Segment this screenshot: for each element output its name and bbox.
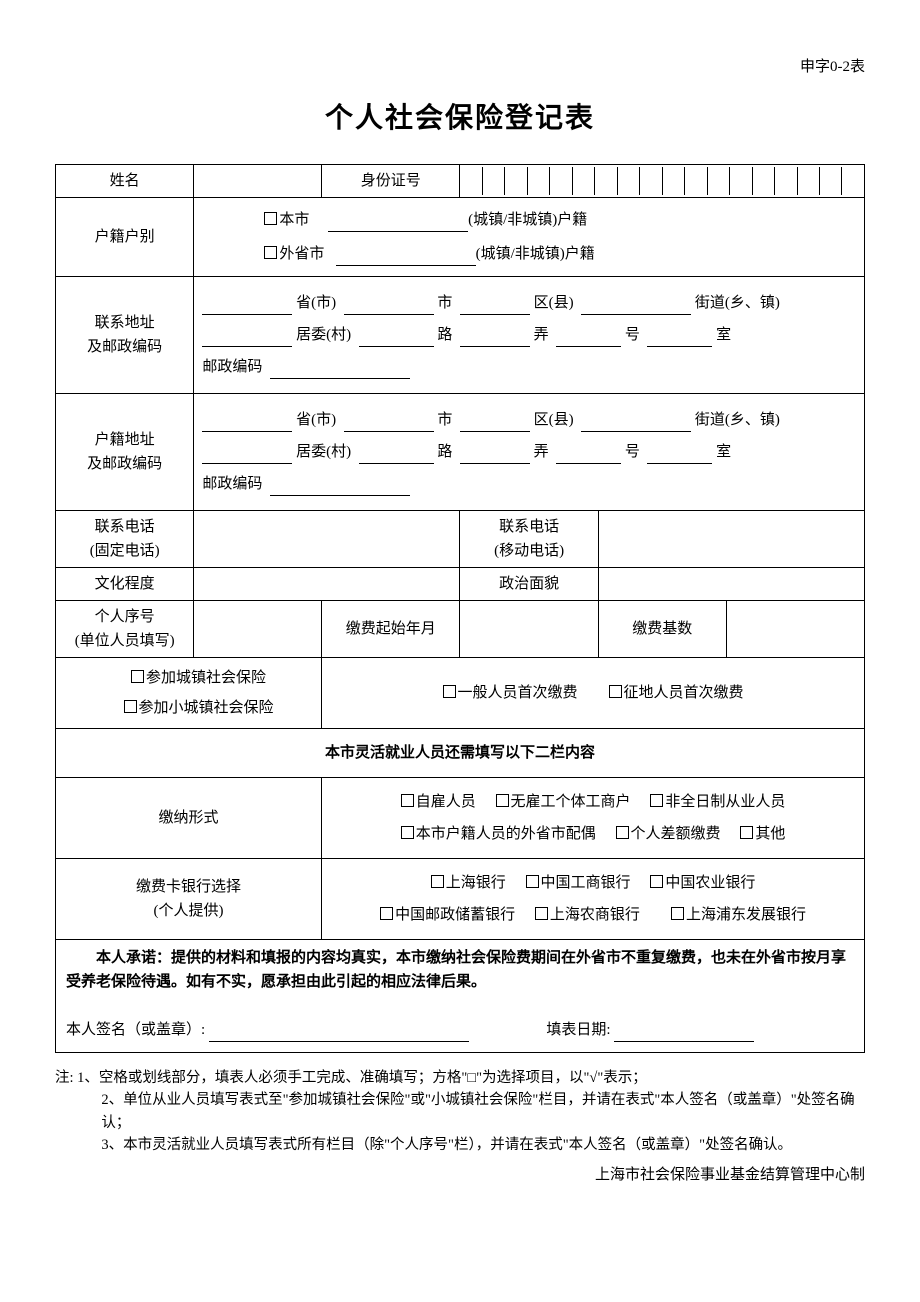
section-flexible: 本市灵活就业人员还需填写以下二栏内容	[56, 729, 865, 778]
hukou-suffix-2: (城镇/非城镇)户籍	[476, 246, 595, 262]
label-phone-mobile: 联系电话(移动电话)	[460, 511, 598, 568]
checkbox-local[interactable]	[264, 212, 277, 225]
label-contact-addr: 联系地址及邮政编码	[56, 277, 194, 394]
field-political[interactable]	[598, 568, 864, 601]
sign-label: 本人签名（或盖章）:	[66, 1022, 205, 1038]
promise-text: 本人承诺：提供的材料和填报的内容均真实，本市缴纳社会保险费期间在外省市不重复缴费…	[56, 940, 864, 998]
field-hukou-addr[interactable]: 省(市) 市 区(县) 街道(乡、镇) 居委(村) 路 弄 号 室 邮政编码	[194, 394, 865, 511]
label-political: 政治面貌	[460, 568, 598, 601]
field-personal-no[interactable]	[194, 601, 322, 658]
notes-block: 注: 1、空格或划线部分，填表人必须手工完成、准确填写；方格"□"为选择项目，以…	[55, 1067, 865, 1157]
field-insurance-type[interactable]: 参加城镇社会保险 参加小城镇社会保险	[56, 658, 322, 729]
signature-area[interactable]: 本人签名（或盖章）: 填表日期:	[56, 998, 864, 1052]
label-hukou-type: 户籍户别	[56, 198, 194, 277]
checkbox-bank-spdb[interactable]	[671, 907, 684, 920]
form-code: 申字0-2表	[55, 55, 865, 76]
label-education: 文化程度	[56, 568, 194, 601]
opt-local: 本市	[279, 212, 309, 228]
field-education[interactable]	[194, 568, 460, 601]
field-pay-base[interactable]	[726, 601, 864, 658]
label-bank-select: 缴费卡银行选择(个人提供)	[56, 859, 322, 940]
label-personal-no: 个人序号(单位人员填写)	[56, 601, 194, 658]
checkbox-urban-ins[interactable]	[131, 670, 144, 683]
checkbox-pf-other[interactable]	[740, 826, 753, 839]
checkbox-pf-self[interactable]	[401, 794, 414, 807]
checkbox-bank-srcb[interactable]	[535, 907, 548, 920]
checkbox-first-general[interactable]	[443, 685, 456, 698]
page-title: 个人社会保险登记表	[55, 96, 865, 136]
field-first-pay-type[interactable]: 一般人员首次缴费 征地人员首次缴费	[322, 658, 865, 729]
field-pay-start[interactable]	[460, 601, 598, 658]
label-pay-form: 缴纳形式	[56, 778, 322, 859]
label-name: 姓名	[56, 165, 194, 198]
label-id-no: 身份证号	[322, 165, 460, 198]
checkbox-pf-diff[interactable]	[616, 826, 629, 839]
field-pay-form[interactable]: 自雇人员 无雇工个体工商户 非全日制从业人员 本市户籍人员的外省市配偶 个人差额…	[322, 778, 865, 859]
checkbox-pf-parttime[interactable]	[650, 794, 663, 807]
label-phone-fixed: 联系电话(固定电话)	[56, 511, 194, 568]
hukou-suffix-1: (城镇/非城镇)户籍	[468, 212, 587, 228]
checkbox-first-land[interactable]	[609, 685, 622, 698]
field-name[interactable]	[194, 165, 322, 198]
label-pay-base: 缴费基数	[598, 601, 726, 658]
publisher: 上海市社会保险事业基金结算管理中心制	[55, 1163, 865, 1184]
field-phone-mobile[interactable]	[598, 511, 864, 568]
label-hukou-addr: 户籍地址及邮政编码	[56, 394, 194, 511]
checkbox-pf-spouse[interactable]	[401, 826, 414, 839]
checkbox-bank-sh[interactable]	[431, 875, 444, 888]
field-contact-addr[interactable]: 省(市) 市 区(县) 街道(乡、镇) 居委(村) 路 弄 号 室 邮政编码	[194, 277, 865, 394]
date-label: 填表日期:	[546, 1022, 610, 1038]
checkbox-other-province[interactable]	[264, 246, 277, 259]
checkbox-bank-psbc[interactable]	[380, 907, 393, 920]
checkbox-pf-noemp[interactable]	[496, 794, 509, 807]
label-pay-start: 缴费起始年月	[322, 601, 460, 658]
opt-other-province: 外省市	[279, 246, 324, 262]
id-boxes	[460, 167, 864, 195]
checkbox-bank-icbc[interactable]	[526, 875, 539, 888]
field-hukou-type[interactable]: 本市 (城镇/非城镇)户籍 外省市 (城镇/非城镇)户籍	[194, 198, 865, 277]
registration-form: 姓名 身份证号 户籍户别 本市 (城镇/非城镇)户籍 外省市 (城镇/非城镇)户…	[55, 164, 865, 1053]
field-id-no[interactable]	[460, 165, 865, 198]
checkbox-bank-abc[interactable]	[650, 875, 663, 888]
field-phone-fixed[interactable]	[194, 511, 460, 568]
checkbox-smalltown-ins[interactable]	[124, 700, 137, 713]
field-bank-select[interactable]: 上海银行 中国工商银行 中国农业银行 中国邮政储蓄银行 上海农商银行 上海浦东发…	[322, 859, 865, 940]
